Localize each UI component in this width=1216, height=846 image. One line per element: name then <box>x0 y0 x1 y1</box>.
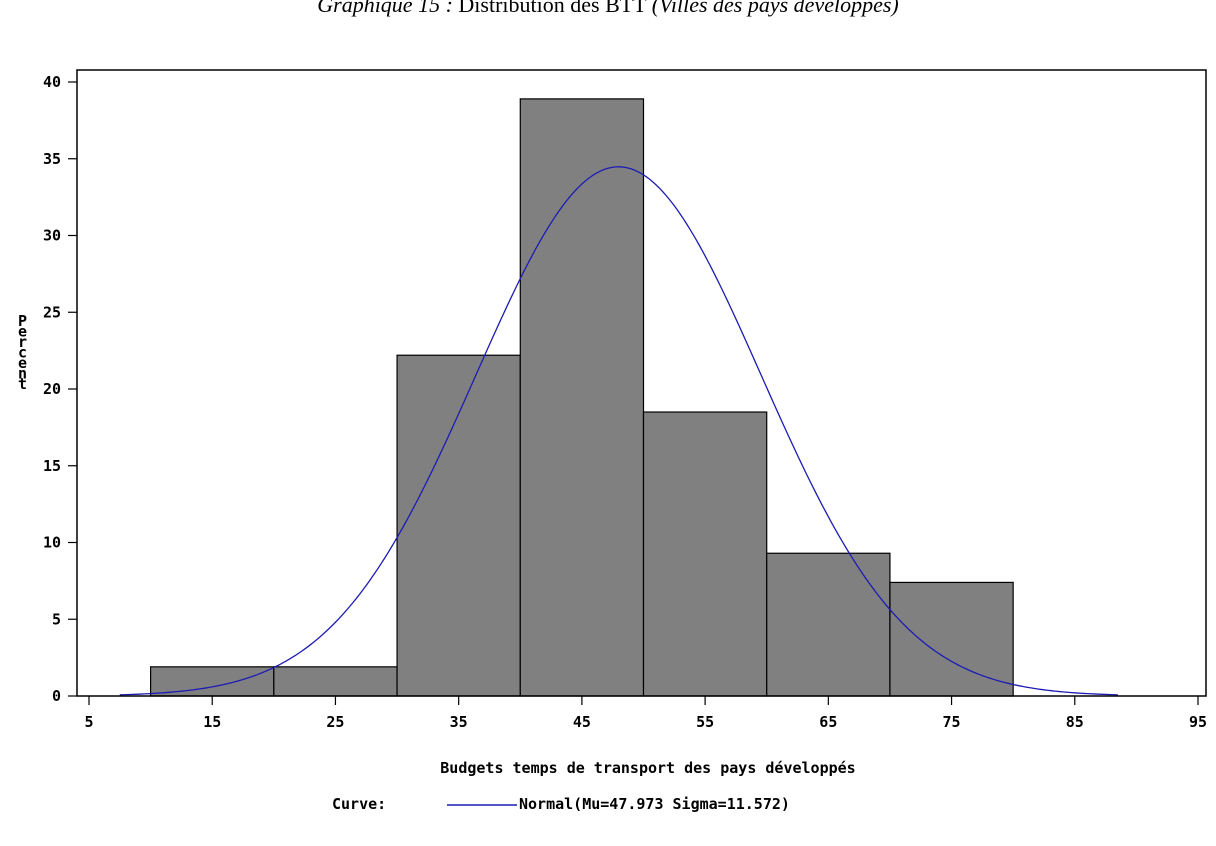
plot-area-frame <box>76 69 1207 697</box>
y-axis-ticks: 0 5 10 15 20 25 30 35 40 <box>43 73 77 705</box>
x-axis-label: Budgets temps de transport des pays déve… <box>440 759 855 777</box>
legend-series-label: Normal(Mu=47.973 Sigma=11.572) <box>519 795 790 813</box>
normal-curve <box>119 166 1118 696</box>
histogram-bar <box>150 666 275 697</box>
caption-tail: (Villes des pays développés) <box>651 0 899 17</box>
y-tick-label: 40 <box>43 73 61 91</box>
legend: Curve: Normal(Mu=47.973 Sigma=11.572) <box>332 795 790 813</box>
x-tick-label: 25 <box>326 713 344 731</box>
x-tick-label: 45 <box>573 713 591 731</box>
histogram-bar <box>766 552 891 697</box>
bars-layer <box>150 98 1014 697</box>
y-tick-label: 20 <box>43 380 61 398</box>
y-tick-label: 0 <box>52 687 61 705</box>
x-tick-label: 35 <box>450 713 468 731</box>
x-axis-ticks: 5 15 25 35 45 55 65 75 85 95 <box>84 696 1207 731</box>
chart-frame: 5 15 25 35 45 55 65 75 85 95 0 5 10 15 20 25 30 35 40 Bud… <box>12 22 1208 818</box>
legend-prefix: Curve: <box>332 795 386 813</box>
y-tick-label: 15 <box>43 457 61 475</box>
histogram-bar <box>889 581 1014 697</box>
x-tick-label: 95 <box>1189 713 1207 731</box>
y-tick-label: 35 <box>43 150 61 168</box>
histogram-bar <box>273 666 398 697</box>
y-tick-label: 10 <box>43 534 61 552</box>
x-tick-label: 5 <box>84 713 93 731</box>
histogram-bar <box>519 98 645 697</box>
x-tick-label: 55 <box>696 713 714 731</box>
x-tick-label: 75 <box>943 713 961 731</box>
x-tick-label: 85 <box>1066 713 1084 731</box>
caption-lead: Graphique 15 : <box>317 0 453 17</box>
y-tick-label: 25 <box>43 303 61 321</box>
curve-layer <box>119 166 1118 696</box>
histogram-bar <box>396 354 521 697</box>
histogram-chart: 5 15 25 35 45 55 65 75 85 95 0 5 10 15 20 25 30 35 40 Bud… <box>18 69 1207 813</box>
histogram-bar <box>642 411 768 697</box>
caption-middle: Distribution des BTT <box>452 0 652 17</box>
y-tick-label: 5 <box>52 610 61 628</box>
figure-caption: Graphique 15 : Distribution des BTT (Vil… <box>0 0 1216 26</box>
x-tick-label: 15 <box>203 713 221 731</box>
y-tick-label: 30 <box>43 227 61 245</box>
x-tick-label: 65 <box>819 713 837 731</box>
